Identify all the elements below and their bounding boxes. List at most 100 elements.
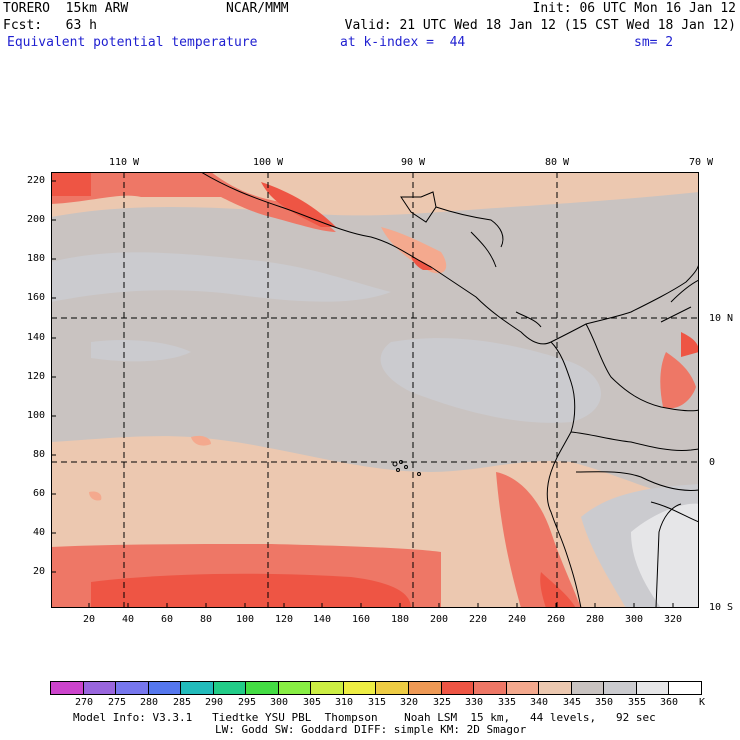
colorbar-label-300: 300	[269, 697, 289, 708]
colorbar-label-305: 305	[302, 697, 322, 708]
valid-time: Valid: 21 UTC Wed 18 Jan 12 (15 CST Wed …	[344, 18, 736, 33]
forecast-hour: Fcst: 63 h	[3, 18, 97, 33]
lat-label-10s: 10 S	[709, 602, 734, 613]
colorbar-swatch-4	[181, 682, 214, 694]
colorbar-label-350: 350	[594, 697, 614, 708]
colorbar-label-310: 310	[334, 697, 354, 708]
colorbar-swatch-10	[376, 682, 410, 694]
border-honduras	[435, 206, 504, 248]
colorbar-swatch-16	[571, 682, 605, 694]
y-tick-100: 100	[26, 410, 45, 421]
y-tick-20: 20	[32, 566, 45, 577]
theta-e-light-patch-3	[91, 340, 191, 362]
colorbar-swatch-19	[669, 682, 701, 694]
smoothing-info: sm= 2	[634, 35, 674, 50]
theta-e-east-patch	[660, 352, 696, 409]
theta-e-map	[51, 172, 699, 608]
colorbar-label-320: 320	[399, 697, 419, 708]
x-tick-100: 100	[235, 614, 255, 625]
colorbar-label-315: 315	[367, 697, 387, 708]
y-tick-180: 180	[26, 253, 45, 264]
border-peru-bolivia	[655, 503, 682, 608]
galapagos-island-4	[396, 468, 400, 472]
border-nicaragua	[470, 231, 497, 268]
lon-label-80w: 80 W	[544, 157, 570, 168]
latlon-grid	[51, 172, 699, 608]
x-tick-40: 40	[121, 614, 135, 625]
colorbar-swatch-0	[51, 682, 84, 694]
border-peru-north	[575, 471, 699, 491]
colorbar-label-280: 280	[139, 697, 159, 708]
init-time: Init: 06 UTC Mon 16 Jan 12	[532, 1, 737, 16]
border-colombia	[585, 323, 699, 412]
y-tick-200: 200	[26, 214, 45, 225]
colorbar-swatch-6	[246, 682, 279, 694]
colorbar-swatch-17	[604, 682, 637, 694]
theta-e-mexico-core	[261, 182, 336, 227]
colorbar-swatch-1	[83, 682, 117, 694]
x-tick-60: 60	[160, 614, 174, 625]
colorbar-swatch-2	[116, 682, 149, 694]
galapagos-island-5	[417, 472, 421, 476]
colorbar-swatch-14	[506, 682, 540, 694]
theta-e-nw-patch	[51, 172, 336, 232]
field-name: Equivalent potential temperature	[7, 35, 258, 50]
colorbar-label-285: 285	[172, 697, 192, 708]
colorbar-swatch-11	[409, 682, 442, 694]
colorbar-label-275: 275	[107, 697, 127, 708]
theta-e-coast-core	[540, 572, 576, 608]
galapagos-island-3	[404, 465, 408, 469]
x-tick-240: 240	[507, 614, 527, 625]
colorbar-label-290: 290	[204, 697, 224, 708]
x-tick-220: 220	[468, 614, 488, 625]
border-peru-brazil	[650, 501, 699, 523]
colorbar-label-360: 360	[659, 697, 679, 708]
model-info-line2: LW: Godd SW: Goddard DIFF: simple KM: 2D…	[215, 723, 527, 736]
theta-e-spot-2	[89, 491, 102, 501]
x-tick-140: 140	[312, 614, 332, 625]
colorbar-swatch-12	[441, 682, 475, 694]
lon-label-70w: 70 W	[688, 157, 714, 168]
colorbar-label-295: 295	[237, 697, 257, 708]
theta-e-cam-core	[411, 257, 433, 270]
colorbar-swatch-7	[278, 682, 312, 694]
lon-label-100w: 100 W	[252, 157, 284, 168]
level-info: at k-index = 44	[340, 35, 466, 50]
model-title: TORERO 15km ARW	[3, 1, 129, 16]
theta-e-light-patch-1	[51, 252, 391, 302]
colorbar-label-335: 335	[497, 697, 517, 708]
colorbar-swatch-3	[148, 682, 182, 694]
x-tick-160: 160	[351, 614, 371, 625]
y-tick-140: 140	[26, 332, 45, 343]
colorbar-label-355: 355	[627, 697, 647, 708]
lat-label-10n: 10 N	[709, 313, 734, 324]
border-ecuador-colombia	[570, 431, 699, 451]
colorbar-label-325: 325	[432, 697, 452, 708]
x-tick-180: 180	[390, 614, 410, 625]
theta-e-nw-core	[51, 172, 91, 196]
colorbar-swatch-13	[474, 682, 507, 694]
frame-ticks	[51, 180, 674, 608]
y-tick-40: 40	[32, 527, 45, 538]
colorbar-label-340: 340	[529, 697, 549, 708]
colorbar-swatch-5	[213, 682, 247, 694]
x-tick-300: 300	[624, 614, 644, 625]
x-tick-260: 260	[546, 614, 566, 625]
map-frame	[51, 172, 699, 608]
coastline-central-america	[200, 172, 699, 345]
theta-e-andes-white	[631, 503, 699, 608]
x-tick-120: 120	[274, 614, 294, 625]
lon-label-90w: 90 W	[400, 157, 426, 168]
x-tick-20: 20	[82, 614, 96, 625]
colorbar	[50, 681, 702, 695]
y-tick-80: 80	[32, 449, 45, 460]
theta-e-light-patch-2	[380, 338, 601, 423]
colorbar-label-330: 330	[464, 697, 484, 708]
colorbar-label-345: 345	[562, 697, 582, 708]
theta-e-east-core	[681, 332, 699, 357]
colorbar-unit: K	[698, 697, 706, 708]
y-tick-160: 160	[26, 292, 45, 303]
colorbar-swatch-15	[539, 682, 572, 694]
y-tick-120: 120	[26, 371, 45, 382]
colorbar-swatch-18	[636, 682, 670, 694]
